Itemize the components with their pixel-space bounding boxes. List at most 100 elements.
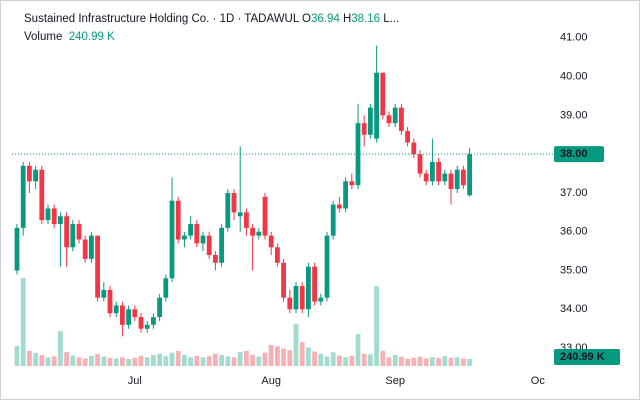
open-value: 36.94 <box>310 13 340 25</box>
candle-body <box>231 192 237 213</box>
candle-body <box>58 216 63 224</box>
volume-tag-label: 240.99 K <box>560 351 605 363</box>
volume-bar <box>244 350 249 366</box>
volume-bar <box>213 353 218 366</box>
volume-bar <box>454 357 460 366</box>
candle-body <box>219 227 224 263</box>
candle-body <box>337 204 342 209</box>
candle-body <box>262 196 268 236</box>
volume-bar <box>399 356 404 366</box>
volume-bar <box>368 354 373 366</box>
candle-body <box>132 309 138 318</box>
y-tick-label: 34.00 <box>560 303 588 315</box>
volume-bar <box>101 356 107 366</box>
volume-bar <box>306 347 311 366</box>
candle-body <box>76 223 82 240</box>
candle-body <box>349 181 355 186</box>
x-tick-label: Jul <box>128 375 142 387</box>
candle-body <box>312 266 317 302</box>
volume-bar <box>312 351 317 366</box>
candle-body <box>436 161 441 182</box>
volume-bar <box>132 357 138 366</box>
candle-body <box>89 235 94 259</box>
rest: L... <box>383 13 400 25</box>
candle-body <box>299 286 305 310</box>
volume-bar <box>144 357 150 366</box>
volume-bar <box>467 359 472 366</box>
candle-body <box>45 208 51 221</box>
candle-body <box>39 169 45 221</box>
candle-body <box>430 161 435 182</box>
candle-body <box>82 239 88 259</box>
candle-body <box>113 305 119 314</box>
volume-bar <box>188 357 193 366</box>
y-tick-label: 37.00 <box>560 187 588 199</box>
volume-bar <box>392 354 398 366</box>
candle-body <box>200 235 206 244</box>
candle-body <box>442 173 448 182</box>
volume-bar <box>89 355 94 366</box>
candle-body <box>454 169 460 190</box>
y-tick-label: 40.00 <box>560 71 588 83</box>
candle-body <box>213 255 218 263</box>
candle-body <box>51 208 57 224</box>
volume-tag <box>554 349 620 365</box>
candle-body <box>163 278 169 298</box>
volume-bar <box>417 356 423 366</box>
candle-body <box>182 235 187 240</box>
candle-body <box>293 286 299 310</box>
high-value: 38.16 <box>351 13 381 25</box>
candle-body <box>306 266 311 310</box>
volume-bar <box>318 353 324 366</box>
x-tick-label: Sep <box>385 375 405 387</box>
volume-bar <box>237 352 243 366</box>
volume-bar <box>163 356 169 366</box>
candle-body <box>461 169 466 186</box>
volume-bar <box>175 350 181 366</box>
volume-bar <box>58 331 63 366</box>
volume-bar <box>436 358 441 366</box>
volume-bar <box>411 357 417 366</box>
candle-body <box>101 289 107 298</box>
volume-bar <box>194 355 200 366</box>
volume-bar <box>268 345 274 366</box>
candle-body <box>138 317 144 329</box>
candle-body <box>343 181 348 209</box>
volume-bar <box>200 357 206 366</box>
candle-body <box>194 223 200 244</box>
volume-bar <box>95 354 100 366</box>
volume-bar <box>51 356 57 366</box>
candle-body <box>14 227 20 271</box>
volume-bar <box>250 354 255 366</box>
volume-bar <box>448 357 454 366</box>
volume-bar <box>231 357 237 366</box>
candle-body <box>256 231 262 236</box>
candle-body <box>318 297 324 302</box>
volume-key: Volume <box>24 31 63 43</box>
candle-body <box>70 223 76 248</box>
volume-bar <box>33 352 38 366</box>
candle-body <box>399 107 404 131</box>
volume-bar <box>361 353 367 366</box>
volume-bar <box>299 342 305 366</box>
candle-body <box>175 200 181 240</box>
candle-body <box>206 235 212 256</box>
candle-body <box>275 247 280 263</box>
candle-body <box>417 154 423 174</box>
candle-body <box>169 200 175 279</box>
candle-body <box>287 297 293 310</box>
volume-bar <box>293 323 299 366</box>
volume-bar <box>219 354 224 366</box>
volume-bar <box>126 359 131 366</box>
volume-bar <box>461 358 466 366</box>
volume-bar <box>405 358 410 366</box>
candle-body <box>237 212 243 217</box>
candle-body <box>361 123 367 135</box>
volume-bar <box>343 357 348 366</box>
volume-bar <box>82 358 88 366</box>
volume-bar <box>39 354 45 366</box>
volume-bar <box>45 357 51 366</box>
candle-body <box>151 317 156 325</box>
last-price-tag <box>554 146 604 163</box>
